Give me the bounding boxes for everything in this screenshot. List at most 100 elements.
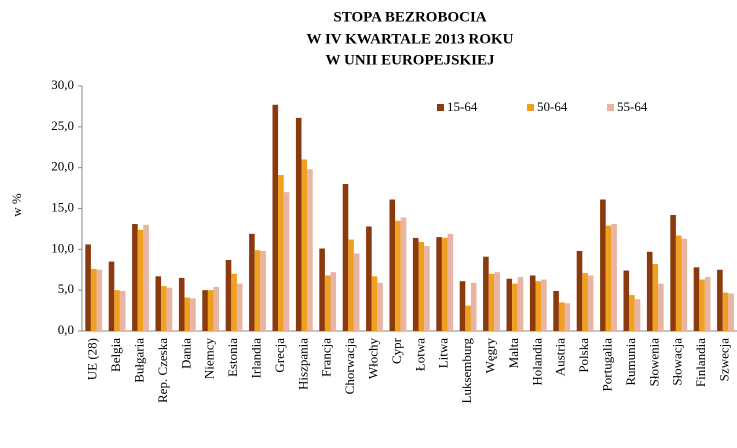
bar: [283, 192, 290, 331]
bar: [96, 269, 103, 331]
y-tick-label: 20,0: [51, 159, 74, 174]
bar: [441, 237, 448, 331]
legend-label: 15-64: [447, 99, 478, 114]
bar: [132, 224, 138, 331]
x-tick-label: Portugalia: [599, 338, 614, 392]
bar: [412, 237, 419, 331]
bar: [582, 273, 588, 331]
x-tick-label: Cypr: [389, 337, 404, 364]
x-tick-label: Polska: [576, 338, 591, 373]
bar: [623, 270, 630, 331]
bar: [166, 287, 173, 331]
bar: [658, 283, 664, 331]
bar: [629, 295, 635, 331]
y-tick-label: 15,0: [51, 199, 74, 214]
x-tick-label: Austria: [553, 338, 568, 377]
x-tick-label: Rep. Czeska: [155, 338, 170, 403]
bar: [190, 298, 196, 331]
bar: [184, 297, 191, 331]
y-tick-label: 30,0: [51, 77, 74, 92]
x-tick-label: Litwa: [436, 338, 451, 369]
bar: [395, 220, 401, 331]
x-tick-label: Irlandia: [248, 338, 263, 379]
chart-title: STOPA BEZROBOCIA: [333, 9, 486, 25]
bar: [400, 217, 407, 331]
bar: [137, 229, 144, 331]
bar: [699, 279, 705, 331]
y-tick-label: 5,0: [58, 281, 74, 296]
x-tick-label: Węgry: [482, 338, 497, 374]
x-tick-label: Malta: [506, 338, 521, 369]
bar: [114, 290, 120, 331]
bar: [535, 281, 542, 331]
bar: [576, 250, 583, 331]
bar: [693, 267, 700, 331]
bar: [564, 303, 571, 331]
bar: [324, 275, 331, 331]
bar: [254, 250, 261, 331]
bar: [178, 277, 185, 331]
bar: [366, 226, 372, 331]
x-tick-label: Grecja: [272, 338, 287, 373]
bar: [611, 224, 617, 331]
bar: [652, 264, 659, 331]
bar: [634, 299, 641, 331]
bar: [231, 273, 237, 331]
legend-label: 55-64: [617, 99, 648, 114]
bar: [587, 275, 594, 331]
x-tick-label: Hiszpania: [295, 338, 310, 390]
bar: [717, 269, 723, 331]
x-tick-label: Włochy: [365, 338, 380, 380]
bar: [155, 276, 162, 331]
bar: [307, 169, 313, 331]
bar: [330, 272, 337, 331]
y-tick-label: 10,0: [51, 240, 74, 255]
bar: [85, 244, 91, 331]
x-tick-label: Francja: [319, 338, 334, 377]
bar: [488, 273, 495, 331]
bar: [278, 175, 284, 331]
bar: [722, 292, 729, 331]
bar: [483, 256, 489, 331]
bar: [470, 282, 477, 331]
bar: [675, 235, 682, 331]
bar: [319, 248, 325, 331]
x-tick-label: Belgia: [108, 338, 123, 372]
bar: [207, 290, 214, 331]
x-tick-label: Łotwa: [412, 338, 427, 371]
bar: [704, 277, 711, 331]
bar: [424, 246, 430, 331]
bar: [225, 259, 232, 331]
bar: [272, 104, 279, 332]
bar: [260, 250, 266, 331]
bar: [436, 237, 442, 331]
x-tick-label: Estonia: [225, 338, 240, 377]
bar: [236, 283, 243, 331]
x-tick-label: Bułgaria: [131, 338, 146, 383]
bar: [161, 286, 167, 331]
x-tick-label: Słowenia: [646, 338, 661, 387]
bar: [301, 159, 308, 331]
bar: [202, 290, 208, 331]
bar: [465, 305, 471, 331]
chart-title: W UNII EUROPEJSKIEJ: [326, 52, 495, 68]
bar: [348, 239, 354, 331]
bar: [541, 279, 547, 331]
x-tick-label: UE (28): [85, 338, 100, 380]
y-tick-label: 0,0: [58, 322, 74, 337]
bar: [90, 268, 97, 331]
legend-swatch: [527, 104, 534, 111]
bar: [494, 272, 500, 331]
x-tick-label: Niemcy: [202, 338, 217, 380]
bar: [670, 215, 676, 331]
bar: [447, 233, 454, 331]
x-tick-label: Słowacja: [670, 338, 685, 386]
bar: [600, 199, 606, 331]
bar: [108, 261, 115, 331]
bar: [558, 302, 565, 331]
bar: [389, 199, 396, 331]
x-tick-label: Chorwacja: [342, 338, 357, 395]
bar: [517, 277, 524, 331]
bar: [143, 224, 149, 331]
